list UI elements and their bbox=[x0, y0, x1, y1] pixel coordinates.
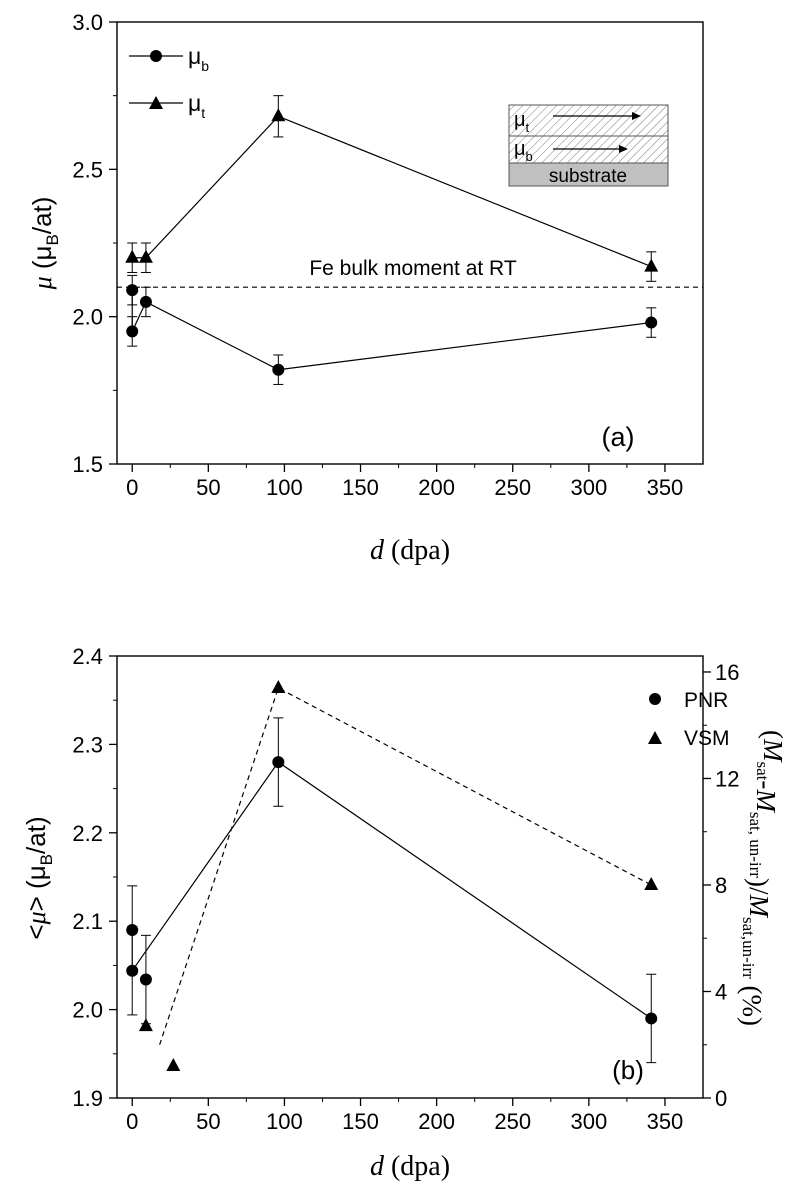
y-tick-label: 1.5 bbox=[72, 452, 103, 477]
series-lines bbox=[131, 687, 652, 1045]
y-axis-right-label-part: sat bbox=[753, 761, 772, 780]
series-line bbox=[131, 761, 652, 1019]
series-line bbox=[159, 687, 652, 1045]
data-point-circle bbox=[139, 295, 152, 308]
y-axis-right-label: (Msat-Msat, un-irr)/Msat,un-irr (%) bbox=[737, 730, 788, 1026]
x-tick-label: 200 bbox=[418, 475, 455, 500]
y-axis-right-label-part: - bbox=[751, 780, 781, 789]
y-right-tick-label: 8 bbox=[715, 873, 727, 898]
plot-frame bbox=[116, 655, 704, 1099]
data-point-triangle bbox=[166, 1058, 181, 1072]
legend-marker-circle bbox=[150, 50, 162, 62]
data-point-circle bbox=[139, 973, 152, 986]
x-tick-label: 150 bbox=[342, 1109, 379, 1134]
y-axis-right-label-part: sat, un-irr bbox=[746, 812, 765, 878]
x-tick-label: 100 bbox=[266, 475, 303, 500]
axis-ticks: 0 50 100 150 200 250 300 350 1.5 2.0 2.5 3.0 bbox=[72, 10, 683, 500]
legend-label: VSM bbox=[684, 727, 730, 750]
data-point-triangle bbox=[271, 108, 286, 122]
y-axis-right-label-part: M bbox=[744, 893, 774, 918]
y-right-tick-label: 0 bbox=[715, 1086, 727, 1111]
legend: PNR VSM bbox=[648, 689, 730, 750]
y-tick-label: 2.0 bbox=[72, 998, 103, 1023]
panel-label: (b) bbox=[612, 1055, 644, 1085]
x-axis-label: d (dpa) bbox=[370, 535, 450, 566]
data-point-circle bbox=[126, 284, 139, 297]
y-right-tick-label: 16 bbox=[715, 660, 739, 685]
data-point-circle bbox=[645, 316, 658, 329]
y-axis-label: μ (μB/at) bbox=[27, 197, 62, 291]
panel-label: (a) bbox=[602, 422, 635, 452]
legend: μb μt bbox=[129, 43, 209, 121]
inset-substrate-layer bbox=[508, 162, 669, 187]
x-tick-label: 350 bbox=[647, 475, 684, 500]
legend-marker-triangle bbox=[149, 96, 163, 109]
y-axis-right-label-part: sat,un-irr bbox=[739, 917, 758, 979]
series-line bbox=[131, 290, 652, 371]
data-point-triangle bbox=[644, 258, 659, 272]
data-point-circle bbox=[126, 325, 139, 338]
inset-bottom-label: μb bbox=[514, 138, 533, 164]
axis-ticks: 0 50 100 150 200 250 300 350 1.9 2.0 2.1 2.2 2.3 2.4 0… bbox=[72, 644, 739, 1134]
data-point-triangle bbox=[644, 876, 659, 890]
x-tick-label: 300 bbox=[570, 475, 607, 500]
legend-label: PNR bbox=[684, 689, 728, 712]
y-tick-label: 2.4 bbox=[72, 644, 103, 669]
panel-b: 0 50 100 150 200 250 300 350 1.9 2.0 2.1 2.2 2.3 2.4 0… bbox=[21, 644, 788, 1182]
data-point-triangle bbox=[138, 1018, 153, 1032]
y-axis-right-label-part: M bbox=[751, 788, 781, 813]
data-point-circle bbox=[645, 1012, 658, 1025]
series-markers bbox=[126, 679, 659, 1072]
y-axis-right-label-part: (%) bbox=[737, 979, 767, 1026]
arrowhead-icon bbox=[632, 112, 641, 120]
data-point-circle bbox=[272, 756, 285, 769]
plot-frame bbox=[116, 21, 704, 465]
data-point-triangle bbox=[125, 249, 140, 263]
data-point-triangle bbox=[271, 679, 286, 693]
y-tick-label: 2.1 bbox=[72, 909, 103, 934]
legend-label: μt bbox=[188, 90, 205, 121]
x-tick-label: 200 bbox=[418, 1109, 455, 1134]
data-point-triangle bbox=[138, 249, 153, 263]
inset-top-layer bbox=[508, 104, 669, 137]
y-tick-label: 2.2 bbox=[72, 821, 103, 846]
x-tick-label: 100 bbox=[266, 1109, 303, 1134]
y-tick-label: 3.0 bbox=[72, 10, 103, 35]
legend-marker-circle bbox=[649, 693, 661, 705]
y-axis-right-label-part: )/ bbox=[744, 878, 774, 895]
series-markers bbox=[125, 95, 659, 385]
legend-label: μb bbox=[188, 43, 209, 74]
y-axis-label: <μ> (μB/at) bbox=[21, 816, 56, 939]
x-tick-label: 0 bbox=[126, 475, 138, 500]
series-line bbox=[132, 115, 652, 268]
x-tick-label: 350 bbox=[647, 1109, 684, 1134]
y-tick-label: 2.3 bbox=[72, 732, 103, 757]
reference-line-label: Fe bulk moment at RT bbox=[309, 257, 517, 280]
x-axis-label: d (dpa) bbox=[370, 1151, 450, 1182]
y-right-tick-label: 4 bbox=[715, 979, 727, 1004]
x-tick-label: 50 bbox=[196, 475, 220, 500]
inset-top-label: μt bbox=[514, 109, 530, 135]
y-axis-right-label-part: M bbox=[758, 738, 788, 763]
y-right-tick-label: 12 bbox=[715, 766, 739, 791]
x-tick-label: 250 bbox=[494, 1109, 531, 1134]
x-tick-label: 150 bbox=[342, 475, 379, 500]
x-tick-label: 0 bbox=[126, 1109, 138, 1134]
x-tick-label: 250 bbox=[494, 475, 531, 500]
data-point-circle bbox=[126, 964, 139, 977]
x-tick-label: 300 bbox=[570, 1109, 607, 1134]
layer-inset: μt μb substrate bbox=[508, 104, 669, 187]
y-axis-right-label-part: ( bbox=[758, 730, 788, 739]
panel-a: 0 50 100 150 200 250 300 350 1.5 2.0 2.5 3.0 Fe bul… bbox=[27, 10, 704, 566]
y-tick-label: 2.0 bbox=[72, 305, 103, 330]
inset-substrate-label: substrate bbox=[549, 166, 627, 187]
arrowhead-icon bbox=[619, 145, 628, 153]
y-tick-label: 2.5 bbox=[72, 157, 103, 182]
data-point-circle bbox=[272, 363, 285, 376]
x-tick-label: 50 bbox=[196, 1109, 220, 1134]
legend-marker-triangle bbox=[648, 731, 662, 744]
y-tick-label: 1.9 bbox=[72, 1086, 103, 1111]
